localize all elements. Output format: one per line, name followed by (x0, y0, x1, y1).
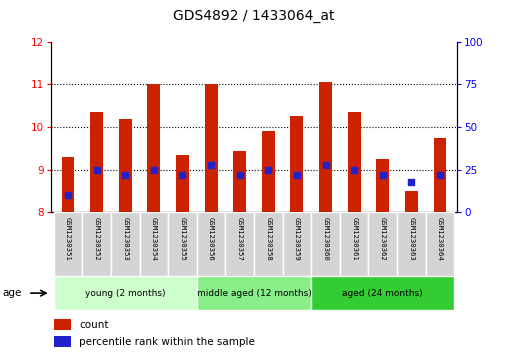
Point (264, 167, 272, 172)
Point (150, 167, 158, 172)
Text: middle aged (12 months): middle aged (12 months) (197, 289, 311, 298)
Bar (319, 82, 332, 212)
Text: aged (24 months): aged (24 months) (342, 289, 423, 298)
Bar (54, 212, 82, 276)
Bar (54, 276, 197, 310)
Bar (254, 212, 282, 276)
Bar (340, 212, 368, 276)
Text: percentile rank within the sample: percentile rank within the sample (79, 337, 255, 347)
Bar (205, 85, 217, 212)
Text: GSM1230355: GSM1230355 (179, 217, 185, 261)
Text: GSM1230360: GSM1230360 (323, 217, 329, 261)
Bar (54, 336, 71, 347)
Bar (197, 276, 311, 310)
Bar (311, 212, 340, 276)
Point (236, 172, 244, 178)
Point (121, 172, 129, 178)
Text: GSM1230362: GSM1230362 (380, 217, 386, 261)
Bar (282, 212, 311, 276)
Bar (233, 151, 246, 212)
Bar (147, 85, 160, 212)
Point (207, 162, 215, 167)
Bar (397, 212, 426, 276)
Point (92, 167, 101, 172)
Bar (368, 212, 397, 276)
Text: GSM1230358: GSM1230358 (265, 217, 271, 261)
Bar (348, 112, 361, 212)
Bar (176, 155, 189, 212)
Bar (61, 157, 74, 212)
Point (350, 167, 358, 172)
Text: young (2 months): young (2 months) (85, 289, 166, 298)
Bar (426, 212, 454, 276)
Point (64, 192, 72, 198)
Bar (54, 319, 71, 330)
Text: GSM1230359: GSM1230359 (294, 217, 300, 261)
Bar (226, 212, 254, 276)
Point (436, 172, 444, 178)
Text: GSM1230361: GSM1230361 (351, 217, 357, 261)
Bar (311, 276, 454, 310)
Bar (168, 212, 197, 276)
Bar (434, 138, 447, 212)
Bar (405, 191, 418, 212)
Bar (376, 159, 389, 212)
Text: GSM1230357: GSM1230357 (237, 217, 243, 261)
Text: GSM1230356: GSM1230356 (208, 217, 214, 261)
Point (293, 172, 301, 178)
Text: GSM1230363: GSM1230363 (408, 217, 415, 261)
Text: GSM1230353: GSM1230353 (122, 217, 128, 261)
Bar (90, 112, 103, 212)
Bar (140, 212, 168, 276)
Text: count: count (79, 319, 109, 330)
Bar (82, 212, 111, 276)
Text: GSM1230364: GSM1230364 (437, 217, 443, 261)
Point (379, 172, 387, 178)
Bar (262, 131, 275, 212)
Text: GSM1230354: GSM1230354 (151, 217, 157, 261)
Text: GDS4892 / 1433064_at: GDS4892 / 1433064_at (173, 9, 335, 23)
Text: GSM1230352: GSM1230352 (93, 217, 100, 261)
Point (407, 179, 416, 184)
Bar (111, 212, 140, 276)
Text: age: age (3, 288, 22, 298)
Bar (291, 117, 303, 212)
Point (178, 172, 186, 178)
Bar (119, 119, 132, 212)
Bar (197, 212, 226, 276)
Text: GSM1230351: GSM1230351 (65, 217, 71, 261)
Point (322, 162, 330, 167)
